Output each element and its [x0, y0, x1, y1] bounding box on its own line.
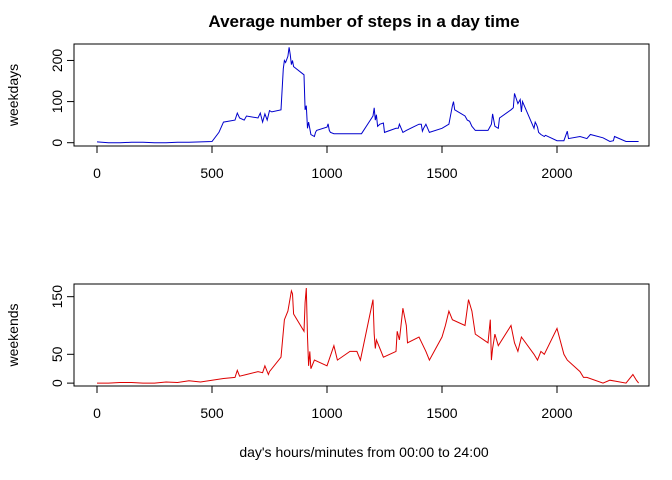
x-tick-label-weekends: 2000: [541, 405, 572, 421]
y-tick-label-weekdays: 200: [49, 49, 65, 73]
x-tick-label-weekends: 500: [200, 405, 224, 421]
x-tick-label-weekends: 0: [93, 405, 101, 421]
x-axis-label: day's hours/minutes from 00:00 to 24:00: [239, 444, 489, 460]
chart-title: Average number of steps in a day time: [208, 12, 519, 31]
x-tick-label-weekdays: 1500: [426, 165, 457, 181]
x-tick-label-weekdays: 0: [93, 165, 101, 181]
plot-frame-weekdays: [73, 43, 650, 147]
series-line-weekdays: [96, 47, 639, 144]
x-tick-label-weekdays: 2000: [541, 165, 572, 181]
x-tick-label-weekdays: 1000: [311, 165, 342, 181]
y-axis-label-weekends: weekends: [5, 303, 21, 367]
y-tick-label-weekends: 150: [49, 285, 65, 309]
x-tick-label-weekends: 1000: [311, 405, 342, 421]
plot-frame-weekends: [73, 283, 650, 387]
y-tick-label-weekdays: 100: [49, 90, 65, 114]
x-tick-label-weekends: 1500: [426, 405, 457, 421]
series-line-weekends: [97, 287, 639, 384]
y-tick-label-weekends: 50: [49, 346, 65, 362]
x-tick-label-weekdays: 500: [200, 165, 224, 181]
y-tick-label-weekends: 0: [49, 379, 65, 387]
y-tick-label-weekdays: 0: [49, 139, 65, 147]
y-axis-label-weekdays: weekdays: [5, 64, 21, 127]
